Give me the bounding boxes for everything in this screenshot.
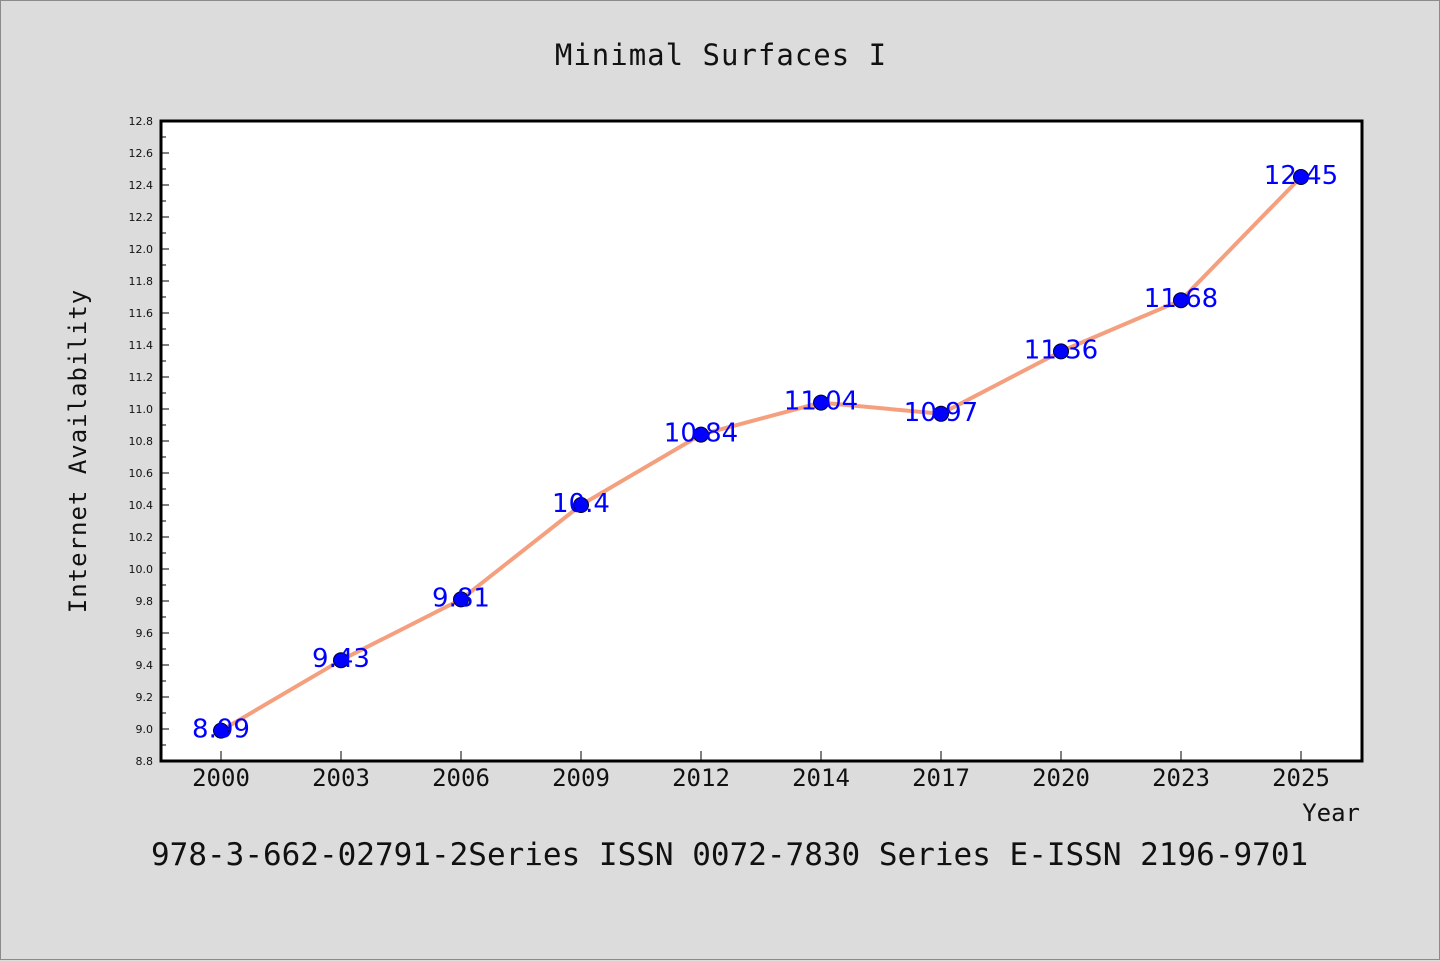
data-point xyxy=(213,722,229,739)
y-tick-label: 10.4 xyxy=(129,499,154,512)
y-tick-label: 12.2 xyxy=(129,211,154,224)
y-tick-label: 11.0 xyxy=(129,403,154,416)
data-label: 9.81 xyxy=(432,583,490,613)
y-tick-label: 9.2 xyxy=(136,691,154,704)
y-tick-label: 9.6 xyxy=(136,627,154,640)
data-label: 10.4 xyxy=(552,489,610,519)
y-tick-label: 12.8 xyxy=(129,115,154,128)
y-tick-label: 8.8 xyxy=(136,755,154,768)
x-tick-label: 2014 xyxy=(792,764,850,792)
y-tick-label: 10.0 xyxy=(129,563,154,576)
x-tick-label: 2012 xyxy=(672,764,730,792)
data-label: 8.99 xyxy=(192,715,250,745)
y-tick-label: 12.6 xyxy=(129,147,154,160)
x-tick-label: 2000 xyxy=(192,764,250,792)
y-tick-label: 9.8 xyxy=(136,595,154,608)
plot-area xyxy=(159,119,1364,763)
data-point xyxy=(1293,169,1309,185)
y-tick-label: 11.2 xyxy=(129,371,154,384)
footer-isbn-text: 978-3-662-02791-2Series ISSN 0072-7830 S… xyxy=(151,837,1308,873)
y-axis: 8.8 9.0 9.2 9.4 9.6 9.8 10.0 10.2 10.4 10.6 10.8 11… xyxy=(129,115,169,768)
y-tick-label: 12.0 xyxy=(129,243,154,256)
y-tick-label: 11.4 xyxy=(129,339,154,352)
y-tick-label: 9.4 xyxy=(136,659,154,672)
data-point xyxy=(1173,292,1189,309)
y-tick-label: 11.8 xyxy=(129,275,154,288)
y-axis-title: Internet Availability xyxy=(64,289,92,613)
x-axis: 2000 2003 2006 2009 2012 2014 2017 2020 2023 2025 xyxy=(192,751,1330,792)
data-label: 12.45 xyxy=(1264,161,1338,191)
data-label: 11.04 xyxy=(784,387,858,417)
x-tick-label: 2023 xyxy=(1152,764,1210,792)
data-label: 10.97 xyxy=(904,398,978,428)
data-point xyxy=(693,426,709,443)
y-tick-label: 12.4 xyxy=(129,179,154,192)
data-point xyxy=(933,405,949,422)
x-tick-label: 2003 xyxy=(312,764,370,792)
data-label: 10.84 xyxy=(664,419,738,449)
y-tick-label: 11.6 xyxy=(129,307,154,320)
x-tick-label: 2009 xyxy=(552,764,610,792)
data-point xyxy=(813,394,829,411)
data-point xyxy=(1053,343,1069,360)
data-point xyxy=(453,591,469,608)
x-tick-label: 2006 xyxy=(432,764,490,792)
y-tick-label: 10.8 xyxy=(129,435,154,448)
data-label: 11.36 xyxy=(1024,335,1098,365)
series-line xyxy=(219,175,1303,733)
y-tick-label: 9.0 xyxy=(136,723,154,736)
data-series xyxy=(213,169,1309,739)
x-tick-label: 2020 xyxy=(1032,764,1090,792)
data-point xyxy=(333,652,349,669)
chart-title: Minimal Surfaces I xyxy=(555,38,887,72)
data-labels: 8.99 9.43 9.81 10.4 10.84 11.04 10.97 11.36 11.6… xyxy=(192,161,1338,745)
data-label: 11.68 xyxy=(1144,284,1218,314)
x-tick-label: 2025 xyxy=(1272,764,1330,792)
x-tick-label: 2017 xyxy=(912,764,970,792)
y-tick-label: 10.2 xyxy=(129,531,154,544)
y-tick-label: 10.6 xyxy=(129,467,154,480)
data-point xyxy=(573,497,589,513)
x-axis-title: Year xyxy=(1302,799,1360,827)
data-label: 9.43 xyxy=(312,644,370,674)
